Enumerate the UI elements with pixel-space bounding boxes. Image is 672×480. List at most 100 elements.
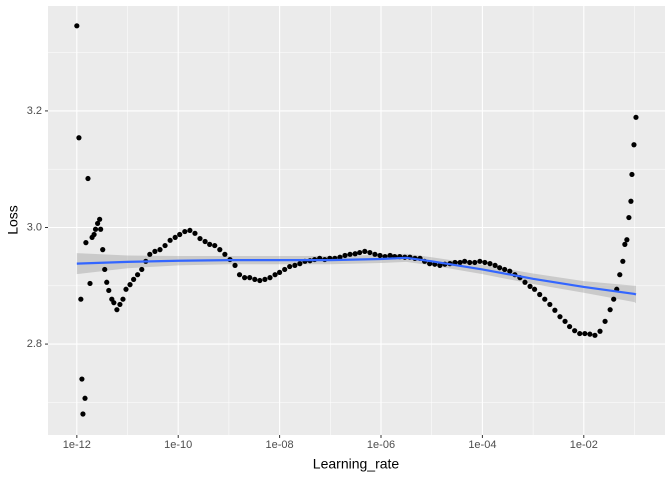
point [134,272,141,278]
point [531,286,538,292]
point [222,251,228,257]
point [611,296,617,302]
point [76,135,82,141]
point [527,283,533,289]
point [172,234,178,241]
point [272,272,278,278]
point [562,318,568,324]
point [566,323,573,330]
point [462,258,468,264]
x-tick-label: 1e-12 [63,439,91,451]
point [242,275,248,281]
point [117,301,123,308]
x-tick-label: 1e-06 [367,439,395,451]
point [362,248,368,254]
point [522,279,528,285]
point [372,251,378,257]
point [85,175,91,182]
point [577,330,583,337]
point [367,249,373,256]
point [357,249,363,256]
point [236,272,243,278]
point [552,307,558,313]
point [102,266,108,273]
point [257,277,263,284]
point [267,275,273,281]
point [482,259,488,266]
point [487,261,493,267]
point [497,265,503,271]
point [74,23,80,29]
point [622,241,628,247]
point [337,254,343,260]
point [252,276,258,282]
point [602,318,608,324]
point [207,241,213,247]
point [287,263,293,270]
point [80,411,86,417]
point [537,291,543,298]
point [167,237,173,243]
x-axis-title: Learning_rate [313,456,400,472]
x-tick-label: 1e-10 [164,439,192,451]
point [192,230,198,236]
point [82,395,88,401]
point [624,237,630,243]
point [347,251,353,257]
point [377,252,383,259]
point [131,276,137,282]
panel [48,6,665,435]
point [202,238,208,245]
x-tick-label: 1e-08 [266,439,294,451]
point [620,258,626,264]
point [100,247,106,253]
point [277,269,283,275]
point [617,272,623,278]
point [427,261,433,267]
point [247,275,253,281]
point [557,314,563,320]
point [262,276,268,282]
point [114,307,120,313]
point [629,171,635,178]
point [120,296,126,302]
point [472,259,478,266]
point [97,216,103,222]
point [457,259,463,266]
point [197,235,203,242]
point [106,287,112,294]
point [232,262,238,268]
point [542,296,548,302]
point [78,296,84,302]
point [91,231,97,238]
point [592,332,598,338]
point [626,214,632,221]
point [162,242,168,249]
point [633,114,639,120]
y-axis-title: Loss [5,205,21,235]
point [587,331,593,337]
point [582,330,588,337]
point [127,282,133,288]
point [217,247,223,253]
x-tick-label: 1e-04 [468,439,496,451]
point [123,286,129,292]
point [104,279,110,285]
point [182,228,188,235]
point [387,252,393,259]
point [95,220,101,227]
point [79,376,85,382]
point [297,261,303,267]
point [437,262,443,268]
y-tick-label: 2.8 [27,338,42,350]
point [467,259,473,266]
point [477,258,483,264]
point [631,142,637,148]
point [547,301,553,308]
point [607,307,613,313]
point [342,252,348,259]
point [157,247,163,253]
point [177,231,183,238]
point [628,198,634,204]
